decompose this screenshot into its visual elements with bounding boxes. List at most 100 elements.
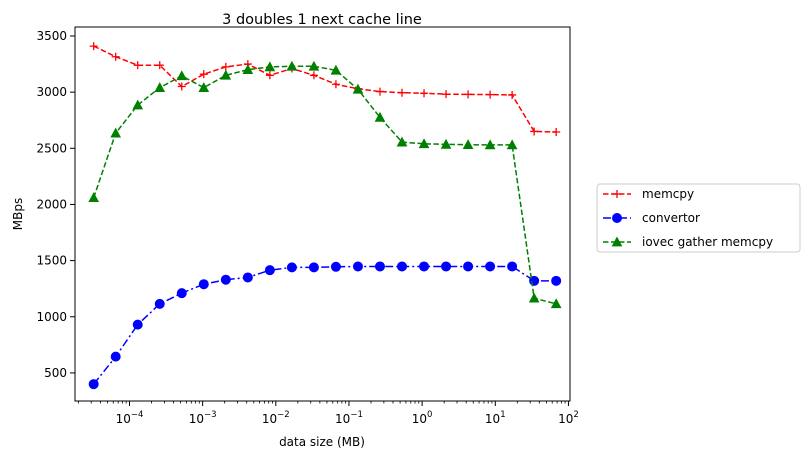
data-point (374, 111, 386, 122)
y-axis: 500 1000 1500 2000 2500 3000 3500 (36, 29, 75, 380)
x-axis-label: data size (MB) (279, 435, 365, 449)
data-point (198, 82, 210, 92)
legend-box (596, 183, 801, 253)
data-point (242, 64, 254, 75)
data-point (154, 82, 166, 92)
series-line (92, 65, 557, 305)
data-point (133, 61, 142, 70)
data-point (198, 279, 209, 290)
data-point (330, 64, 342, 75)
x-tick-label: 10−2 (262, 410, 290, 426)
data-point (551, 275, 562, 286)
series-iovec-gather-memcpy (88, 60, 562, 309)
x-tick-label: 100 (412, 410, 433, 426)
data-point (419, 261, 430, 272)
data-point (441, 261, 452, 272)
data-point (177, 82, 186, 91)
data-point (352, 83, 364, 94)
data-point (374, 261, 385, 272)
data-point (375, 87, 384, 96)
legend-item: iovec gather memcpy (603, 235, 773, 249)
x-tick-label: 10−3 (189, 410, 217, 426)
data-point (264, 61, 276, 72)
data-point (154, 298, 165, 309)
data-point (264, 265, 275, 276)
data-point (484, 139, 496, 150)
y-tick-label: 1000 (36, 310, 67, 324)
data-point (110, 127, 122, 138)
data-point (397, 261, 408, 272)
data-point (111, 52, 120, 61)
data-point (132, 319, 143, 330)
chart-title: 3 doubles 1 next cache line (222, 12, 422, 28)
legend-swatch-marker (613, 190, 621, 198)
legend: memcpy convertor iovec gather memcpy (596, 183, 801, 253)
x-tick-label: 10−1 (335, 410, 363, 426)
data-point (418, 138, 430, 149)
series-line (93, 45, 557, 133)
plot-area (74, 26, 571, 402)
data-point (242, 272, 253, 283)
data-point (463, 261, 474, 272)
legend-item: memcpy (603, 187, 694, 201)
y-tick-label: 3000 (36, 85, 67, 99)
data-point (221, 62, 230, 71)
data-point (352, 261, 363, 272)
data-point (89, 42, 98, 51)
data-point (462, 139, 474, 150)
legend-swatch-marker (612, 213, 622, 223)
legend-label: memcpy (642, 187, 694, 201)
x-tick-label: 101 (485, 410, 506, 426)
y-tick-label: 3500 (36, 29, 67, 43)
data-point (199, 70, 208, 79)
data-point (552, 128, 561, 137)
y-tick-label: 500 (44, 366, 67, 380)
x-axis: 10−4 10−3 10−2 10−1 100 101 102 (77, 401, 579, 426)
data-point (220, 274, 231, 285)
data-point (486, 90, 495, 99)
data-point (398, 88, 407, 97)
data-point (88, 379, 99, 390)
data-point (550, 298, 562, 309)
data-point (507, 261, 518, 272)
data-point (396, 136, 408, 147)
data-point (442, 90, 451, 99)
series-line (93, 265, 557, 385)
data-point (530, 127, 539, 136)
data-point (308, 262, 319, 273)
y-axis-label: MBps (11, 198, 25, 230)
data-point (176, 70, 188, 81)
data-point (220, 69, 232, 80)
data-point (485, 261, 496, 272)
data-point (155, 61, 164, 70)
data-point (330, 261, 341, 272)
data-point (464, 90, 473, 99)
data-point (528, 292, 540, 303)
x-tick-label: 102 (558, 410, 579, 426)
data-point (420, 89, 429, 98)
legend-item: convertor (603, 211, 700, 225)
legend-label: convertor (642, 211, 700, 225)
legend-label: iovec gather memcpy (642, 235, 773, 249)
series-convertor (88, 261, 562, 390)
legend-swatch-marker (611, 236, 623, 247)
x-tick-label: 10−4 (116, 410, 144, 426)
data-point (508, 90, 517, 99)
data-point (265, 71, 274, 80)
data-point (506, 139, 518, 150)
data-point (308, 60, 320, 71)
series-layer (88, 42, 562, 390)
data-point (110, 351, 121, 362)
y-tick-label: 2000 (36, 197, 67, 211)
y-tick-label: 1500 (36, 254, 67, 268)
data-point (286, 262, 297, 273)
y-tick-label: 2500 (36, 141, 67, 155)
data-point (132, 99, 144, 110)
data-point (88, 192, 100, 203)
data-point (176, 288, 187, 299)
data-point (331, 80, 340, 89)
data-point (309, 71, 318, 80)
data-point (440, 138, 452, 149)
data-point (286, 60, 298, 71)
